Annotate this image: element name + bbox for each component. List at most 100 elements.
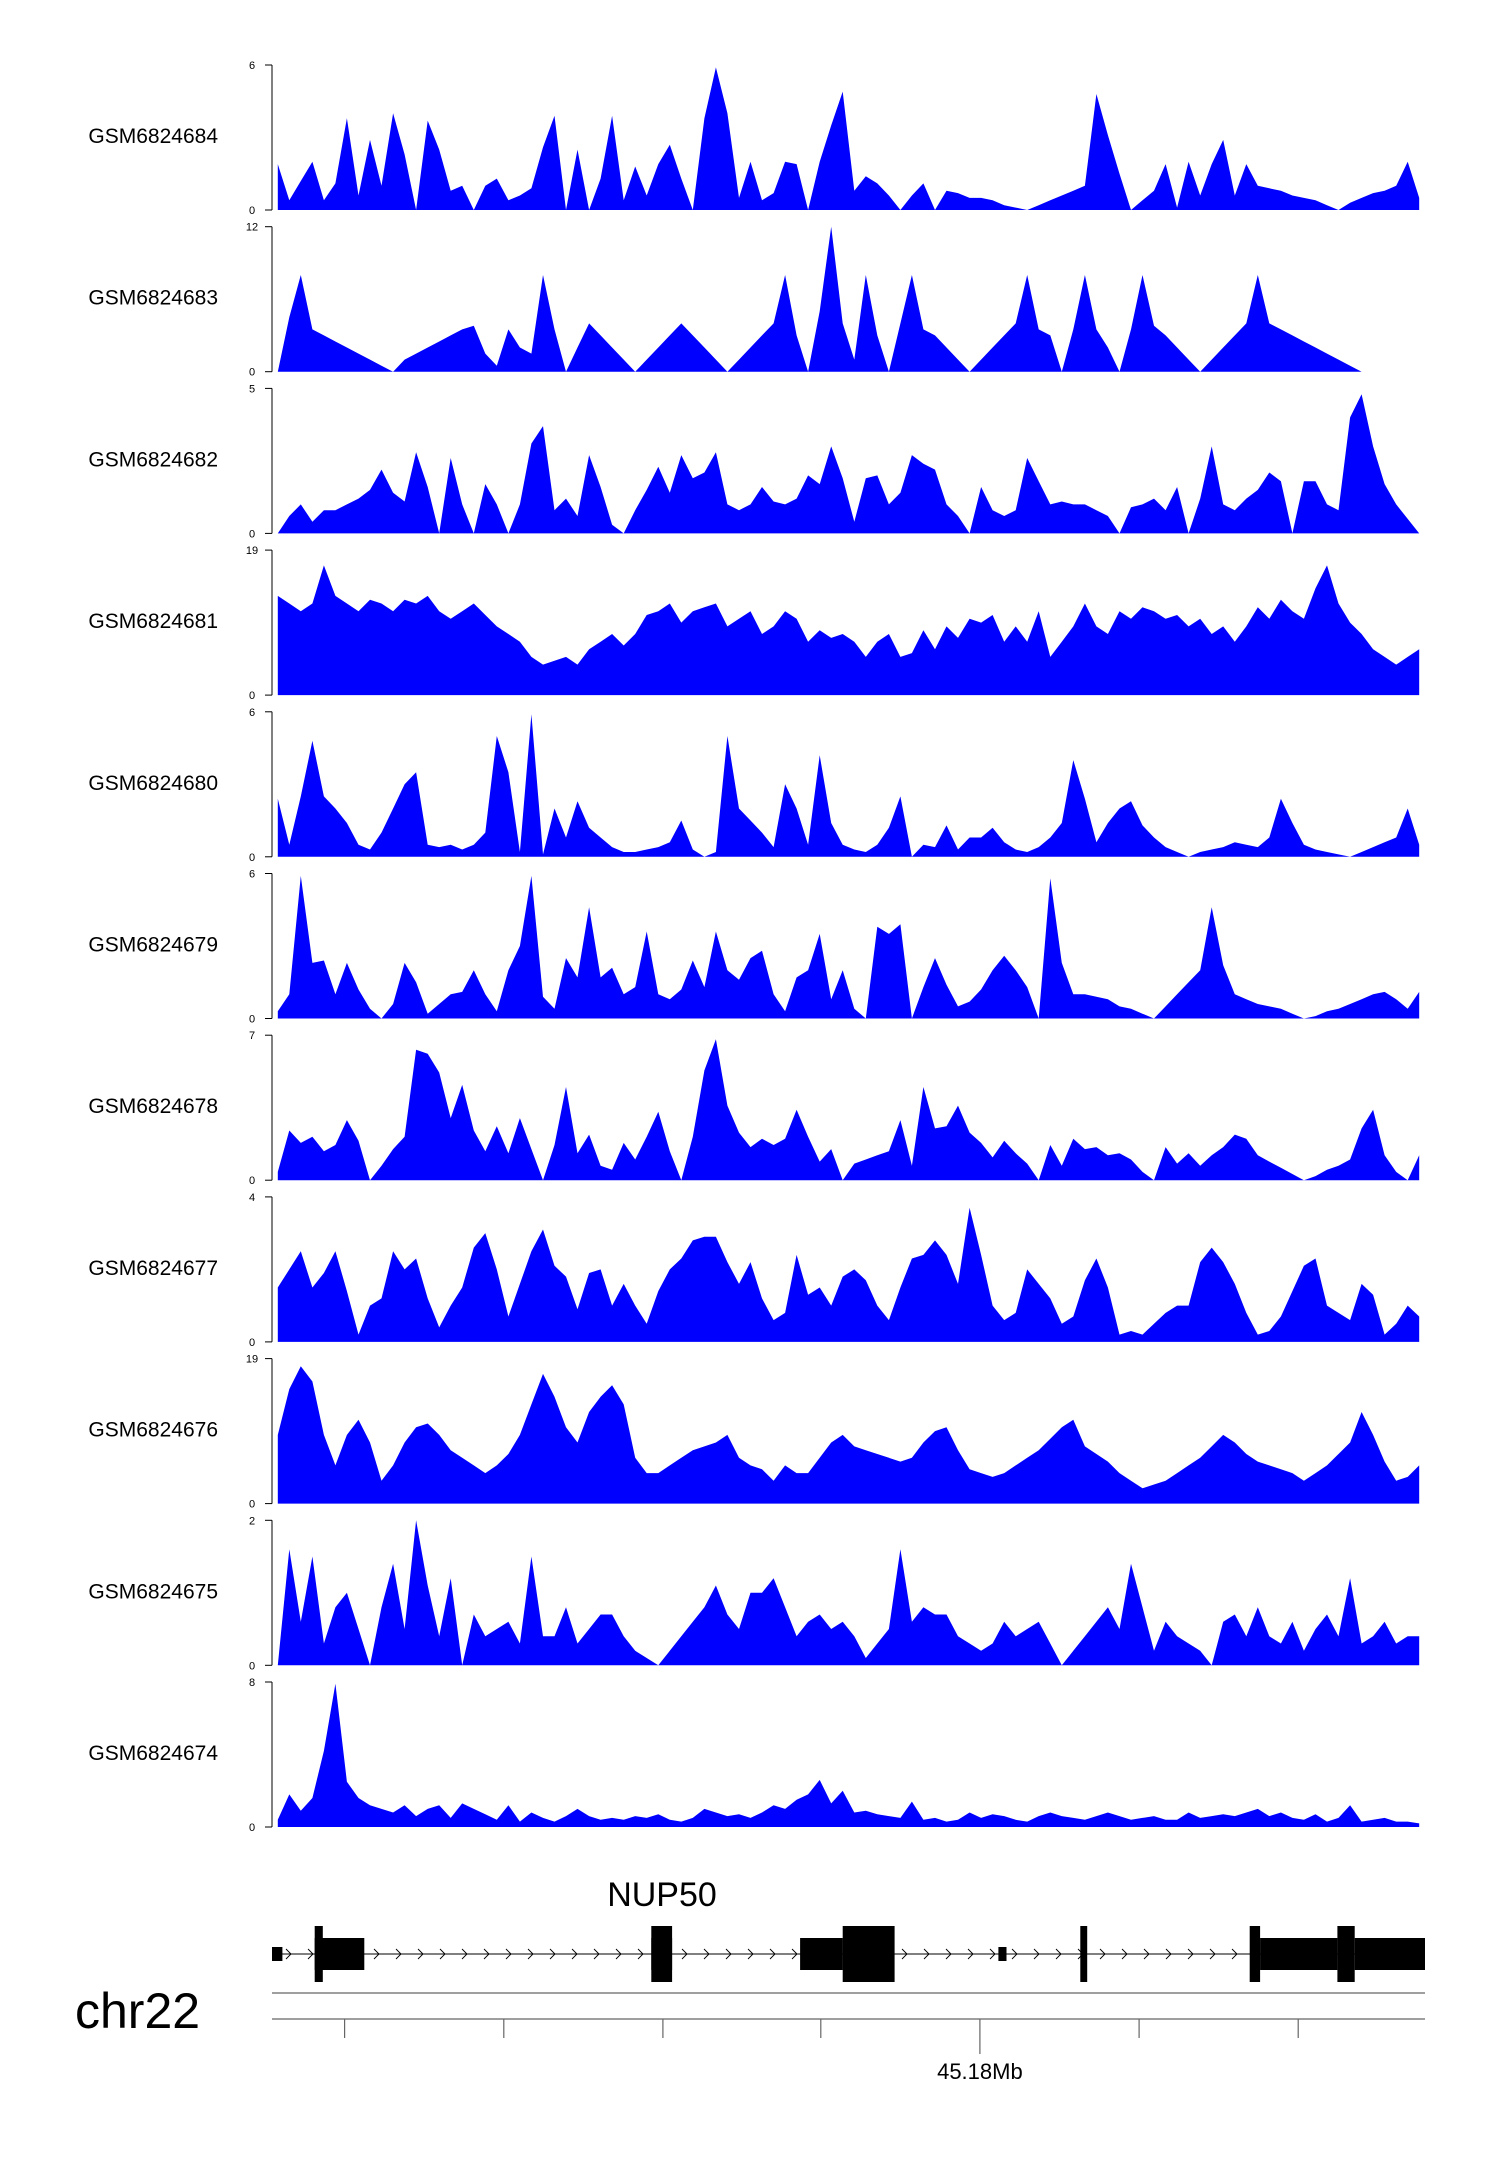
strand-arrow [769,1948,776,1960]
y-max-label: 5 [249,383,255,395]
strand-arrow [439,1948,446,1960]
track-label: GSM6824674 [88,1742,218,1765]
coverage-area [277,565,1420,696]
track-GSM6824675: GSM6824675 2 0 [88,1515,1420,1672]
track-GSM6824678: GSM6824678 7 0 [88,1030,1420,1187]
y-min-label: 0 [249,1014,255,1026]
exon-block [1354,1938,1425,1970]
strand-arrow [549,1948,556,1960]
track-GSM6824682: GSM6824682 5 0 [88,383,1420,540]
track-label: GSM6824676 [88,1419,218,1442]
strand-arrow [527,1948,534,1960]
track-GSM6824677: GSM6824677 4 0 [88,1192,1420,1349]
track-GSM6824680: GSM6824680 6 0 [88,707,1420,864]
coverage-tracks: GSM682468460GSM6824683120GSM682468250GSM… [88,60,1420,1834]
gene-label: NUP50 [607,1876,717,1914]
strand-arrow [483,1948,490,1960]
y-min-label: 0 [249,367,255,379]
strand-arrow [923,1948,930,1960]
exon-block [1080,1926,1088,1982]
strand-arrow [637,1948,644,1960]
exon-block [1260,1938,1338,1970]
track-GSM6824676: GSM6824676 19 0 [88,1354,1420,1511]
y-max-label: 12 [246,222,258,234]
track-label: GSM6824682 [88,448,218,471]
exon-block [800,1938,843,1970]
y-max-label: 6 [249,869,255,881]
y-max-label: 4 [249,1192,255,1204]
coverage-area [277,1520,1420,1666]
track-GSM6824684: GSM6824684 6 0 [88,60,1420,217]
y-min-label: 0 [249,528,255,540]
exon-block [1249,1926,1261,1982]
exon-block [842,1926,895,1982]
track-label: GSM6824680 [88,772,218,795]
coverage-area [277,67,1420,211]
strand-arrow [747,1948,754,1960]
strand-arrow [703,1948,710,1960]
strand-arrow [1165,1948,1172,1960]
y-max-label: 7 [249,1030,255,1042]
track-label: GSM6824679 [88,934,218,957]
coverage-area [277,394,1420,534]
strand-arrow [1231,1948,1238,1960]
coverage-area [277,226,1420,372]
strand-arrow [1187,1948,1194,1960]
strand-arrow [989,1948,996,1960]
exon-block [1337,1926,1355,1982]
track-GSM6824674: GSM6824674 8 0 [88,1677,1420,1834]
y-max-label: 6 [249,707,255,719]
strand-arrow [373,1948,380,1960]
y-max-label: 8 [249,1677,255,1689]
y-min-label: 0 [249,1337,255,1349]
y-min-label: 0 [249,1175,255,1187]
coverage-area [277,1366,1420,1504]
track-label: GSM6824678 [88,1095,218,1118]
track-label: GSM6824683 [88,287,218,310]
track-label: GSM6824677 [88,1257,218,1280]
chromosome-axis: chr22 45.18Mb [75,1983,1425,2084]
strand-arrow [945,1948,952,1960]
strand-arrow [1209,1948,1216,1960]
strand-arrow [395,1948,402,1960]
y-min-label: 0 [249,852,255,864]
strand-arrow [461,1948,468,1960]
y-max-label: 6 [249,60,255,72]
strand-arrow [615,1948,622,1960]
exon-block [998,1947,1007,1961]
coverage-area [277,1039,1420,1181]
track-label: GSM6824684 [88,125,218,148]
strand-arrow [1033,1948,1040,1960]
y-min-label: 0 [249,690,255,702]
gene-track: NUP50 [272,1876,1425,1982]
y-max-label: 19 [246,1354,258,1366]
strand-arrow [307,1948,314,1960]
coverage-area [277,1207,1420,1342]
strand-arrow [1099,1948,1106,1960]
strand-arrow [593,1948,600,1960]
exon-block [314,1938,365,1970]
y-min-label: 0 [249,1499,255,1511]
strand-arrow [417,1948,424,1960]
axis-ticks [344,2019,1299,2054]
strand-arrow [901,1948,908,1960]
track-GSM6824679: GSM6824679 6 0 [88,869,1420,1026]
track-label: GSM6824675 [88,1580,218,1603]
coverage-area [277,714,1420,857]
track-label: GSM6824681 [88,610,218,633]
exon-block [272,1947,283,1961]
axis-major-tick-label: 45.18Mb [937,2059,1023,2084]
track-GSM6824681: GSM6824681 19 0 [88,545,1420,702]
strand-arrow [967,1948,974,1960]
strand-arrow [285,1948,292,1960]
y-min-label: 0 [249,1822,255,1834]
track-GSM6824683: GSM6824683 12 0 [88,222,1420,379]
strand-arrow [1011,1948,1018,1960]
strand-arrow [1121,1948,1128,1960]
coverage-area [277,1683,1420,1827]
strand-arrow [681,1948,688,1960]
strand-arrow [791,1948,798,1960]
strand-arrow [725,1948,732,1960]
gene-exons [272,1926,1425,1982]
